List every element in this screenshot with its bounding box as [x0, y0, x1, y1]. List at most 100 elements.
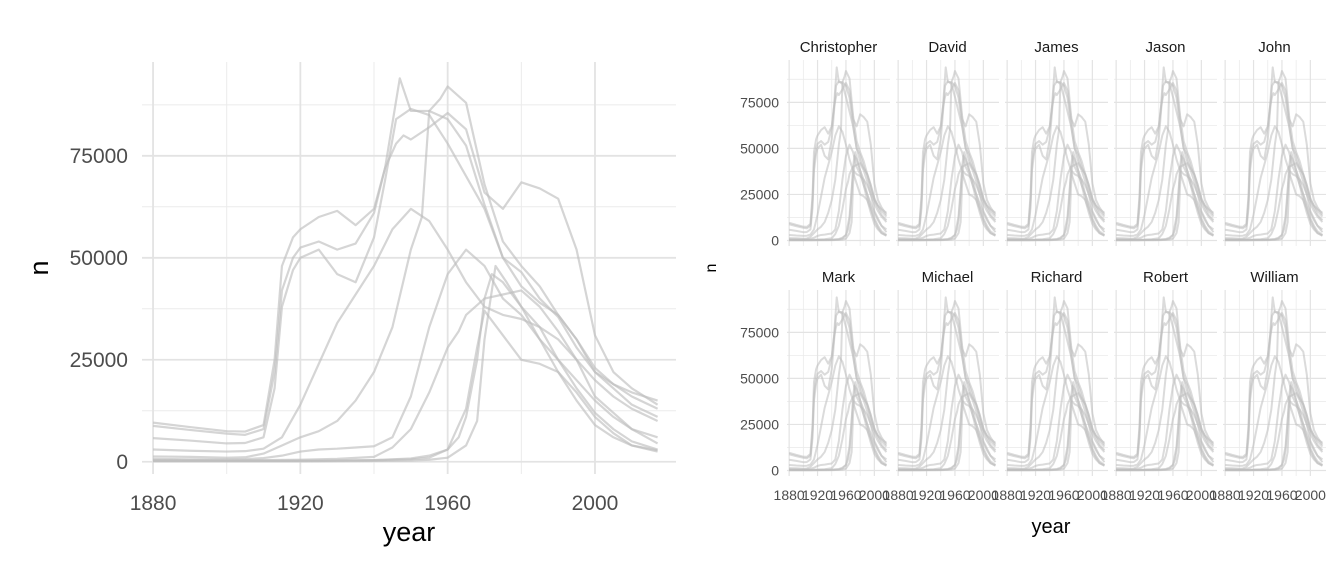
facet-strip-label: Christopher — [800, 39, 878, 56]
facet-lines — [788, 66, 888, 242]
facet-series-line-5 — [1116, 70, 1215, 240]
facet-y-tick-label: 25000 — [740, 186, 779, 202]
facet-strip-label: Michael — [922, 269, 974, 286]
facet-x-tick-label: 1960 — [939, 487, 970, 503]
facet-y-tick-label: 75000 — [740, 94, 779, 110]
facet-series-line-5 — [1007, 70, 1106, 240]
facet-lines — [788, 296, 888, 472]
facet-strip-label: Robert — [1143, 269, 1189, 286]
facet-series-line-10 — [1225, 401, 1323, 472]
facet-y-tick-label: 75000 — [740, 324, 779, 340]
facet-lines — [1115, 66, 1215, 242]
left-series-line-1 — [152, 111, 659, 433]
left-lines — [152, 77, 659, 463]
left-y-axis-title: n — [24, 260, 54, 275]
facet-lines — [897, 296, 997, 472]
facet-y-tick-label: 25000 — [740, 416, 779, 432]
facet-panel-david: David — [896, 39, 999, 246]
facet-strip-label: William — [1250, 269, 1298, 286]
facet-series-line-5 — [898, 300, 997, 470]
facet-panel-jason: Jason — [1114, 39, 1217, 246]
left-chart: 1880 1920 1960 2000 0 25000 50000 75000 year n — [24, 62, 676, 547]
facet-x-tick-label: 2000 — [859, 487, 890, 503]
facet-series-line-5 — [1225, 300, 1324, 470]
facet-lines — [1115, 296, 1215, 472]
facet-lines — [1224, 66, 1324, 242]
facet-x-tick-label: 1880 — [1101, 487, 1132, 503]
facet-series-line-10 — [898, 401, 996, 472]
facet-strip-label: Mark — [822, 269, 856, 286]
facet-y-tick-label: 0 — [771, 232, 779, 248]
facet-lines — [1006, 296, 1106, 472]
left-y-tick-label: 25000 — [70, 349, 128, 372]
facet-series-line-10 — [789, 171, 887, 242]
facet-x-tick-label: 1880 — [992, 487, 1023, 503]
facet-series-line-5 — [898, 70, 997, 240]
facet-x-tick-label: 1920 — [1020, 487, 1051, 503]
facet-series-line-10 — [1007, 401, 1105, 472]
facet-series-line-10 — [1225, 171, 1323, 242]
left-x-tick-label: 1880 — [130, 492, 177, 515]
facet-x-tick-label: 2000 — [1295, 487, 1326, 503]
facet-panel-christopher: Christopher 0 25000 50000 75000 — [740, 39, 890, 248]
facet-series-line-10 — [1116, 401, 1214, 472]
left-x-tick-labels: 1880 1920 1960 2000 — [130, 492, 619, 515]
left-series-line-4 — [153, 207, 659, 453]
facet-y-tick-label: 50000 — [740, 370, 779, 386]
facet-series-line-5 — [789, 300, 888, 470]
facet-strip-label: James — [1034, 39, 1078, 56]
facet-series-line-10 — [789, 401, 887, 472]
facet-x-tick-label: 1920 — [911, 487, 942, 503]
facet-strip-label: John — [1258, 39, 1291, 56]
facet-series-line-5 — [1225, 70, 1324, 240]
facet-x-tick-label: 1880 — [774, 487, 805, 503]
left-series-line-10 — [153, 309, 658, 463]
facet-x-tick-label: 1960 — [1048, 487, 1079, 503]
facet-x-tick-label: 1920 — [1238, 487, 1269, 503]
facet-y-tick-label: 0 — [771, 462, 779, 478]
left-x-tick-label: 2000 — [572, 492, 619, 515]
facet-y-tick-label: 50000 — [740, 140, 779, 156]
facet-series-line-5 — [1007, 300, 1106, 470]
facet-x-tick-label: 2000 — [1186, 487, 1217, 503]
facet-lines — [897, 66, 997, 242]
facet-strip-label: David — [928, 39, 966, 56]
left-x-tick-label: 1920 — [277, 492, 324, 515]
facet-y-axis-title: n — [703, 264, 720, 273]
facet-x-tick-label: 2000 — [1077, 487, 1108, 503]
facet-strip-label: Richard — [1031, 269, 1083, 286]
facet-chart: Christopher 0 25000 50000 75000 David James Jas… — [703, 39, 1326, 538]
left-y-tick-labels: 0 25000 50000 75000 — [70, 145, 128, 474]
left-y-tick-label: 0 — [116, 451, 128, 474]
facet-x-tick-label: 1920 — [1129, 487, 1160, 503]
left-y-tick-label: 75000 — [70, 145, 128, 168]
facet-x-axis-title: year — [1032, 516, 1071, 538]
facet-panel-james: James — [1005, 39, 1108, 246]
facet-series-line-5 — [1116, 300, 1215, 470]
facet-series-line-10 — [1116, 171, 1214, 242]
facet-series-line-5 — [789, 70, 888, 240]
left-series-line-5 — [153, 85, 659, 459]
facet-strip-label: Jason — [1145, 39, 1185, 56]
facet-series-line-10 — [898, 171, 996, 242]
facet-panels: Christopher 0 25000 50000 75000 David James Jas… — [740, 39, 1326, 503]
facet-x-tick-label: 2000 — [968, 487, 999, 503]
facet-panel-john: John — [1223, 39, 1326, 246]
facet-x-tick-label: 1960 — [1157, 487, 1188, 503]
facet-x-tick-label: 1880 — [1210, 487, 1241, 503]
facet-x-tick-label: 1920 — [802, 487, 833, 503]
facet-x-tick-label: 1960 — [830, 487, 861, 503]
facet-x-tick-label: 1960 — [1266, 487, 1297, 503]
left-y-tick-label: 50000 — [70, 247, 128, 270]
left-series-line-6 — [153, 248, 658, 461]
facet-lines — [1224, 296, 1324, 472]
facet-lines — [1006, 66, 1106, 242]
left-series-line-2 — [152, 77, 658, 436]
left-x-axis-title: year — [383, 517, 436, 547]
